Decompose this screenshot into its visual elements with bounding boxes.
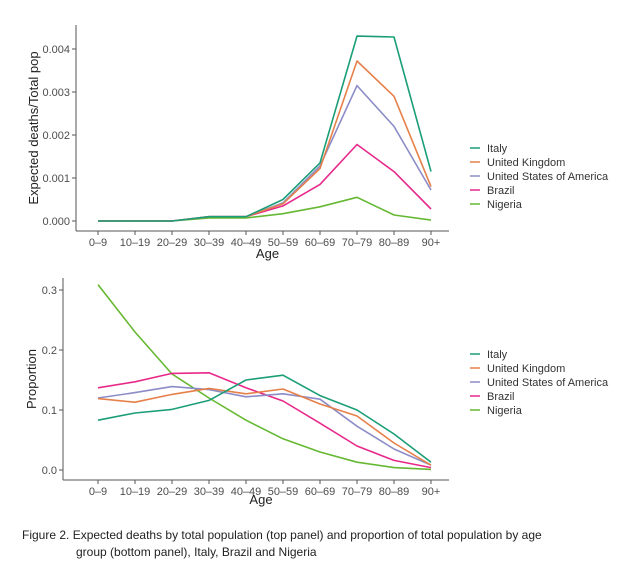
top-panel-x-tick-label: 90+ [422,237,441,249]
top-panel-x-tick-label: 70–79 [342,237,373,249]
bottom-panel-y-tick-label: 0.2 [42,345,57,357]
bottom-panel-legend-label: Italy [487,349,508,361]
top-panel-series-line-united-kingdom [98,60,432,222]
top-panel-x-tick-label: 40–49 [231,237,262,249]
bottom-panel-legend-label: Brazil [487,391,515,403]
bottom-panel-x-tick-label: 70–79 [342,486,373,498]
top-panel-legend-label: Italy [487,143,508,155]
bottom-panel-legend-label: United States of America [487,377,609,389]
bottom-panel-x-tick-label: 50–59 [268,486,299,498]
bottom-panel-series-line-nigeria [97,284,432,471]
top-panel-legend-label: Brazil [487,185,515,197]
bottom-panel-x-tick-label: 0–9 [89,486,107,498]
figure-caption: Figure 2. Expected deaths by total popul… [22,527,542,561]
top-panel-series-line-italy [98,35,432,222]
top-panel-y-tick-label: 0.000 [42,216,70,228]
caption-line-2: group (bottom panel), Italy, Brazil and … [76,545,317,559]
bottom-panel-y-tick-label: 0.3 [42,285,57,297]
bottom-panel-x-axis-title: Age [249,492,272,507]
top-panel-x-tick-label: 50–59 [268,237,299,249]
bottom-panel-y-tick-label: 0.0 [42,465,57,477]
top-panel-x-axis-title: Age [256,246,279,261]
bottom-panel-legend-label: United Kingdom [487,363,565,375]
top-panel-series-line-united-states-of-america [98,84,432,222]
top-panel-y-tick-label: 0.001 [42,173,70,185]
top-panel-y-axis-title: Expected deaths/Total pop [26,51,41,204]
bottom-panel-x-tick-label: 60–69 [305,486,336,498]
top-panel-legend-label: Nigeria [487,199,523,211]
top-panel-x-tick-label: 60–69 [305,237,336,249]
bottom-panel-legend-label: Nigeria [487,405,523,417]
top-panel-x-tick-label: 0–9 [89,237,107,249]
top-panel-y-tick-label: 0.002 [42,130,70,142]
bottom-panel-y-tick-label: 0.1 [42,405,57,417]
bottom-panel-x-tick-label: 10–19 [120,486,151,498]
top-panel-y-tick-label: 0.004 [42,44,70,56]
bottom-panel-series-line-brazil [97,371,432,469]
bottom-panel-x-tick-label: 90+ [422,486,441,498]
caption-line-1: Figure 2. Expected deaths by total popul… [22,528,542,542]
top-panel-x-tick-label: 20–29 [157,237,188,249]
top-panel-x-tick-label: 30–39 [194,237,225,249]
top-panel-y-tick-label: 0.003 [42,87,70,99]
bottom-panel-x-tick-label: 40–49 [231,486,262,498]
bottom-panel-series-line-united-kingdom [97,387,432,466]
top-panel-legend-label: United States of America [487,171,609,183]
bottom-panel-y-axis-title: Proportion [24,349,39,409]
top-panel-x-tick-label: 80–89 [379,237,410,249]
bottom-panel-x-tick-label: 80–89 [379,486,410,498]
top-panel-legend-label: United Kingdom [487,157,565,169]
bottom-panel-series-line-italy [97,374,432,463]
bottom-panel-x-tick-label: 30–39 [194,486,225,498]
bottom-panel-x-tick-label: 20–29 [157,486,188,498]
bottom-panel-series-line-united-states-of-america [97,385,432,466]
top-panel-x-tick-label: 10–19 [120,237,151,249]
